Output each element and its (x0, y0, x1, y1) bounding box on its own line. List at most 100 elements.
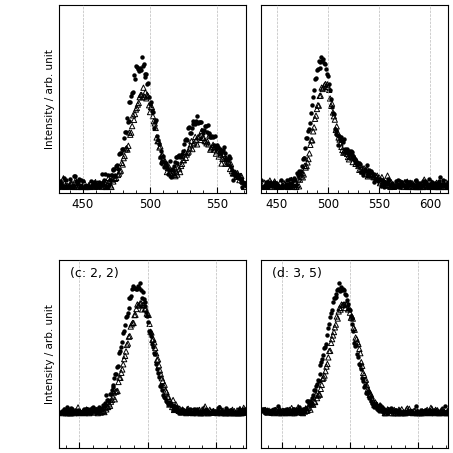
Point (226, 408, 233, 415)
Point (164, 399, 171, 406)
Y-axis label: Intensity / arb. unit: Intensity / arb. unit (45, 304, 55, 404)
Point (142, 70, 149, 77)
Point (100, 179, 107, 186)
Point (90, 407, 97, 414)
Point (222, 408, 229, 415)
Point (279, 410, 286, 417)
Point (57, 410, 64, 417)
Point (76, 183, 83, 191)
Point (149, 107, 156, 114)
Point (211, 410, 218, 417)
Point (67, 181, 74, 188)
Point (427, 183, 434, 191)
Point (210, 146, 217, 153)
Point (385, 182, 392, 189)
Point (71, 410, 78, 417)
Point (297, 406, 304, 413)
Point (374, 401, 381, 409)
Point (107, 390, 114, 398)
Point (212, 145, 220, 152)
Point (271, 178, 278, 186)
Point (264, 410, 271, 417)
Point (395, 410, 402, 417)
Point (352, 342, 360, 349)
Point (373, 401, 380, 408)
Point (77, 409, 85, 416)
Point (108, 386, 115, 393)
Point (89, 182, 96, 189)
Point (114, 364, 121, 371)
Point (138, 91, 145, 98)
Point (116, 149, 124, 157)
Point (397, 410, 405, 417)
Point (435, 410, 443, 417)
Point (72, 408, 79, 415)
Point (304, 134, 311, 141)
Point (389, 409, 396, 416)
Point (219, 409, 226, 416)
Point (437, 407, 444, 414)
Point (274, 409, 281, 416)
Point (145, 327, 153, 334)
Point (180, 157, 188, 164)
Point (313, 391, 320, 398)
Point (290, 182, 297, 189)
Point (326, 347, 333, 355)
Point (169, 396, 177, 404)
Point (229, 406, 236, 414)
Point (423, 183, 430, 190)
Point (132, 311, 139, 318)
Point (288, 405, 295, 412)
Point (261, 183, 269, 191)
Point (419, 409, 427, 416)
Point (335, 142, 342, 149)
Point (303, 135, 310, 142)
Point (104, 396, 111, 403)
Point (384, 178, 391, 185)
Point (116, 170, 123, 177)
Point (302, 405, 309, 412)
Point (79, 410, 86, 417)
Point (411, 407, 419, 414)
Point (67, 410, 74, 417)
Point (78, 183, 85, 191)
Point (181, 148, 188, 155)
Point (173, 403, 180, 410)
Point (378, 404, 385, 411)
Point (59, 183, 66, 191)
Point (212, 409, 219, 416)
Point (379, 405, 386, 412)
Point (365, 388, 372, 395)
Point (166, 169, 173, 176)
Point (125, 333, 132, 340)
Point (163, 161, 170, 169)
Point (322, 81, 329, 88)
Point (337, 287, 344, 294)
Point (275, 183, 283, 191)
Point (429, 410, 436, 417)
Point (212, 410, 220, 417)
Point (410, 407, 418, 414)
Point (304, 398, 311, 405)
Point (70, 172, 77, 179)
Point (303, 407, 310, 414)
Point (389, 183, 396, 191)
Point (187, 142, 194, 149)
Point (280, 407, 287, 414)
Point (88, 182, 96, 189)
Point (94, 183, 101, 191)
Point (262, 181, 270, 188)
Point (88, 183, 95, 190)
Point (329, 332, 337, 339)
Point (415, 410, 422, 417)
Point (310, 401, 317, 408)
Point (235, 172, 242, 179)
Point (357, 365, 365, 372)
Point (166, 399, 173, 406)
Point (145, 311, 152, 318)
Point (304, 159, 311, 166)
Point (285, 183, 292, 191)
Point (358, 167, 366, 174)
Point (418, 406, 425, 414)
Point (148, 98, 155, 106)
